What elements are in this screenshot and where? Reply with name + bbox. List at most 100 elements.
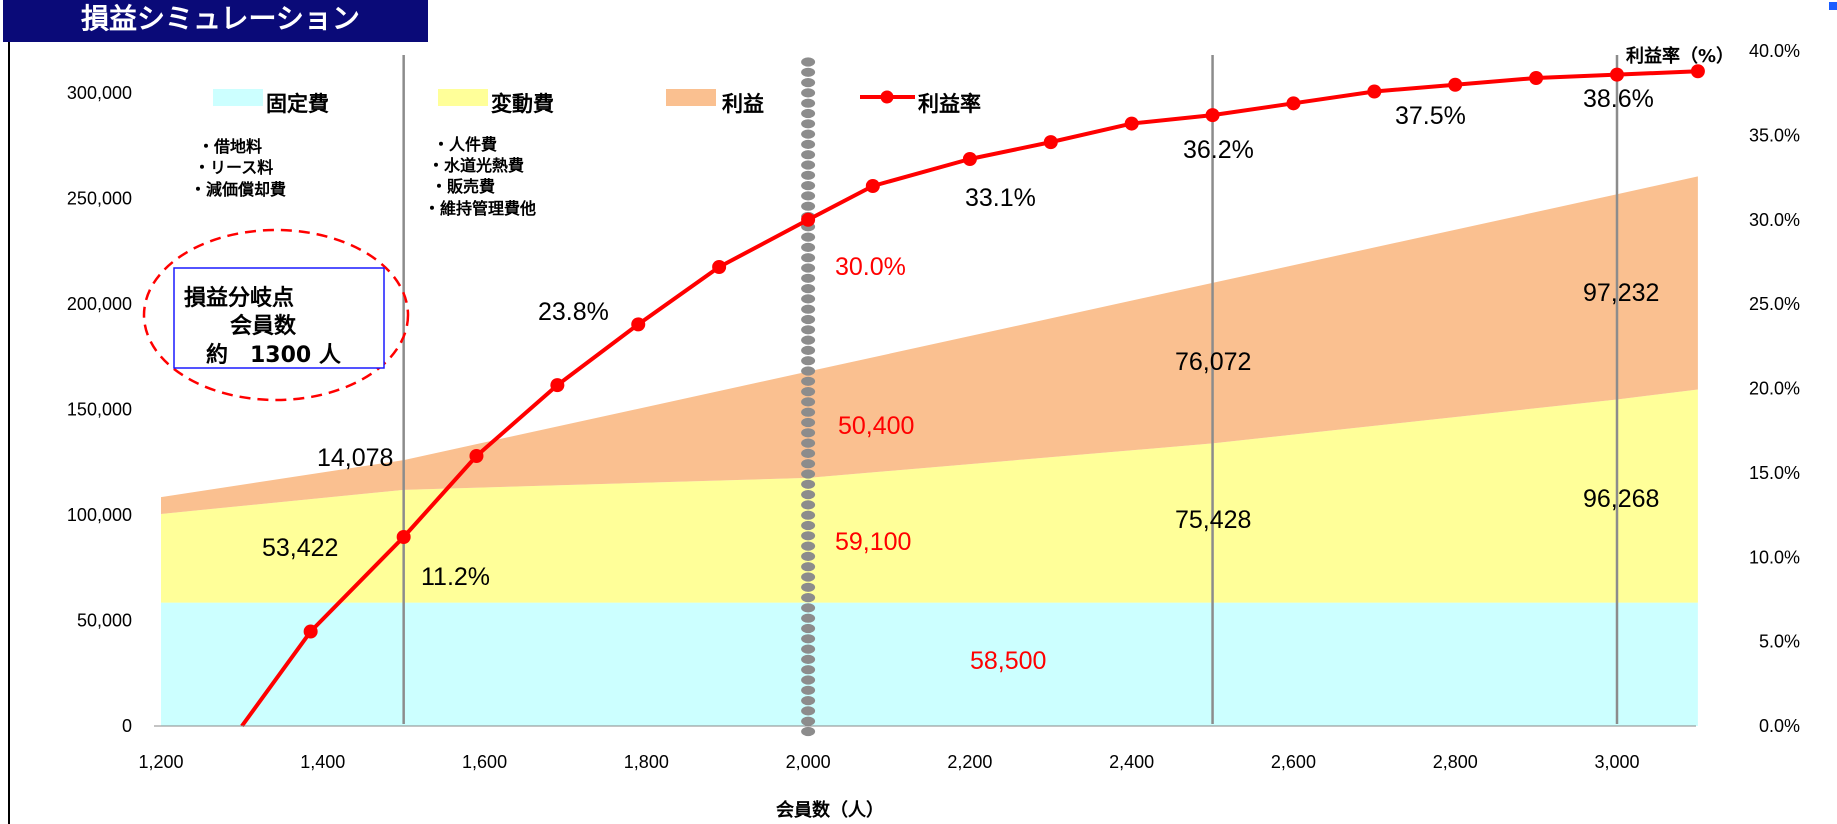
profit-margin-point bbox=[801, 212, 816, 227]
legend-label-profit: 利益 bbox=[722, 92, 764, 116]
reference-dot-2000 bbox=[801, 88, 816, 98]
data-label-v1500: 53,422 bbox=[262, 534, 338, 562]
x-axis-title: 会員数（人） bbox=[776, 799, 884, 821]
reference-dot-2000 bbox=[801, 304, 816, 314]
reference-dot-2000 bbox=[801, 644, 816, 654]
x-tick-label: 2,800 bbox=[1433, 752, 1478, 772]
reference-dot-2000 bbox=[801, 665, 816, 675]
reference-dot-2000 bbox=[801, 407, 816, 417]
reference-dot-2000 bbox=[801, 520, 816, 531]
y-tick-label: 0 bbox=[122, 716, 132, 736]
reference-dot-2000 bbox=[801, 232, 816, 242]
profit-margin-point bbox=[1529, 71, 1544, 85]
legend-label-margin: 利益率 bbox=[918, 92, 981, 116]
x-tick-label: 2,400 bbox=[1109, 752, 1154, 772]
profit-margin-point bbox=[1448, 77, 1463, 92]
reference-dot-2000 bbox=[801, 562, 816, 572]
reference-dot-2000 bbox=[801, 706, 816, 716]
reference-dot-2000 bbox=[801, 500, 816, 510]
reference-dot-2000 bbox=[801, 263, 816, 273]
note-variable-2: ・水道光熱費 bbox=[428, 156, 524, 175]
reference-dot-2000 bbox=[801, 397, 816, 407]
reference-dot-2000 bbox=[801, 78, 816, 88]
profit-margin-point bbox=[631, 317, 646, 332]
reference-dot-2000 bbox=[801, 685, 816, 695]
reference-dot-2000 bbox=[801, 57, 816, 67]
reference-dot-2000 bbox=[801, 170, 816, 180]
x-tick-label: 2,000 bbox=[786, 752, 831, 772]
reference-dot-2000 bbox=[801, 325, 816, 335]
y-tick-label: 100,000 bbox=[67, 505, 132, 525]
note-variable-4: ・維持管理費他 bbox=[424, 199, 536, 218]
reference-dot-2000 bbox=[801, 572, 816, 582]
profit-margin-point bbox=[865, 179, 880, 193]
reference-dot-2000 bbox=[801, 108, 816, 119]
variable-cost-notes: ・人件費 ・水道光熱費 ・販売費 ・維持管理費他 bbox=[424, 135, 536, 218]
reference-dot-2000 bbox=[801, 98, 816, 108]
reference-dot-2000 bbox=[801, 654, 816, 665]
data-label-v2500: 75,428 bbox=[1175, 506, 1251, 534]
axes-layer: 1,200 1,400 1,600 1,800 2,000 2,200 2,400 2,600… bbox=[67, 41, 1800, 772]
y2-tick-label: 30.0% bbox=[1749, 210, 1800, 230]
reference-dot-2000 bbox=[801, 716, 816, 726]
reference-dot-2000 bbox=[801, 376, 816, 386]
page-title: 損益シミュレーション bbox=[3, 0, 428, 42]
data-label-m2800: 37.5% bbox=[1395, 102, 1466, 130]
reference-dot-2000 bbox=[801, 191, 816, 201]
reference-dot-2000 bbox=[801, 129, 816, 139]
reference-dot-2000 bbox=[801, 510, 816, 520]
legend-swatch-variable bbox=[438, 89, 488, 106]
y2-tick-label: 35.0% bbox=[1749, 125, 1800, 145]
profit-margin-point bbox=[1690, 64, 1705, 79]
data-label-p1500: 14,078 bbox=[317, 444, 393, 472]
data-label-m3000: 38.6% bbox=[1583, 85, 1654, 113]
reference-dot-2000 bbox=[801, 150, 816, 160]
reference-dot-2000 bbox=[801, 531, 816, 541]
y2-tick-label: 20.0% bbox=[1749, 379, 1800, 399]
x-tick-label: 1,200 bbox=[138, 752, 183, 772]
profit-margin-point bbox=[712, 260, 727, 274]
profit-margin-point bbox=[962, 152, 977, 166]
profit-margin-point bbox=[469, 449, 484, 463]
reference-dot-2000 bbox=[801, 417, 816, 428]
reference-dot-2000 bbox=[801, 356, 816, 366]
x-tick-label: 1,800 bbox=[624, 752, 669, 772]
legend-label-variable: 変動費 bbox=[491, 92, 554, 116]
y2-axis-title: 利益率（%） bbox=[1626, 45, 1734, 67]
note-variable-3: ・販売費 bbox=[431, 177, 495, 196]
profit-margin-point bbox=[1610, 67, 1624, 82]
break-even-ellipse bbox=[142, 228, 410, 402]
reference-dot-2000 bbox=[801, 428, 816, 438]
reference-dot-2000 bbox=[801, 242, 816, 252]
reference-dot-2000 bbox=[801, 160, 816, 170]
reference-dot-2000 bbox=[801, 551, 816, 562]
reference-dot-2000 bbox=[801, 294, 816, 304]
break-even-box bbox=[173, 267, 385, 369]
reference-dot-2000 bbox=[801, 459, 816, 469]
x-tick-label: 1,600 bbox=[462, 752, 507, 772]
y2-tick-label: 0.0% bbox=[1759, 716, 1800, 736]
reference-dot-2000 bbox=[801, 438, 816, 448]
reference-dot-2000 bbox=[801, 469, 816, 479]
y-tick-label: 250,000 bbox=[67, 189, 132, 209]
profit-margin-point bbox=[1043, 135, 1058, 150]
note-variable-1: ・人件費 bbox=[433, 135, 497, 154]
profit-margin-point bbox=[1124, 116, 1139, 131]
reference-dot-2000 bbox=[801, 181, 816, 191]
y2-tick-label: 5.0% bbox=[1759, 632, 1800, 652]
reference-dot-2000 bbox=[801, 613, 816, 623]
reference-dot-2000 bbox=[801, 634, 816, 644]
reference-dot-2000 bbox=[801, 593, 816, 603]
data-label-p2000: 50,400 bbox=[838, 412, 914, 440]
reference-dot-2000 bbox=[801, 139, 816, 149]
note-fixed-2: ・リース料 bbox=[194, 158, 273, 177]
reference-dot-2000 bbox=[801, 675, 816, 685]
note-fixed-1: ・借地料 bbox=[198, 137, 262, 156]
legend: 固定費 変動費 利益 利益率 bbox=[213, 89, 981, 116]
reference-dot-2000 bbox=[801, 490, 816, 500]
x-tick-label: 2,600 bbox=[1271, 752, 1316, 772]
y2-tick-label: 40.0% bbox=[1749, 41, 1800, 61]
y2-tick-label: 25.0% bbox=[1749, 294, 1800, 314]
break-even-members-label: 会員数 bbox=[230, 313, 297, 339]
